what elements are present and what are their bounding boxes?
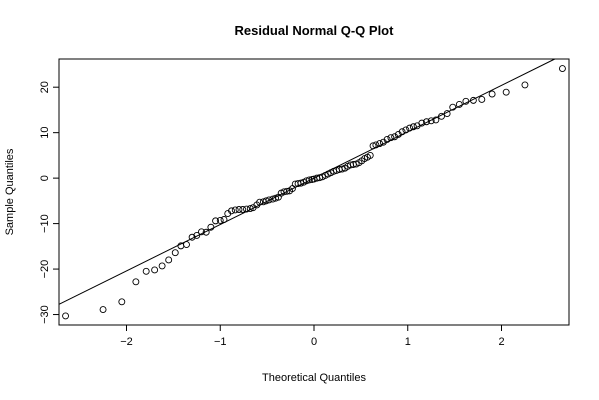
data-point (239, 206, 247, 213)
data-point (398, 128, 406, 136)
data-point (228, 207, 235, 215)
data-point (383, 136, 391, 143)
data-point (62, 312, 70, 320)
y-axis-label: Sample Quantiles (4, 148, 16, 235)
y-axis: −30 −20 −10 0 10 20 (39, 81, 60, 324)
data-point (502, 88, 510, 96)
data-point (443, 110, 451, 118)
data-point (265, 196, 273, 204)
data-point (423, 118, 430, 126)
data-point (246, 205, 254, 213)
data-point (198, 228, 205, 236)
chart-title: Residual Normal Q-Q Plot (235, 23, 395, 38)
data-point (212, 217, 220, 225)
y-tick-label: 10 (39, 127, 51, 139)
data-point (409, 123, 417, 131)
data-point (387, 134, 395, 142)
data-point (132, 278, 140, 286)
data-point (305, 176, 313, 184)
data-point (372, 141, 380, 149)
data-point (171, 249, 179, 257)
x-tick-label: 0 (311, 336, 317, 348)
data-point (243, 205, 250, 213)
x-axis: −2 −1 0 1 2 (120, 324, 505, 348)
data-point (432, 116, 440, 124)
data-point (316, 174, 324, 182)
data-point (220, 216, 228, 223)
x-tick-label: 1 (405, 336, 411, 348)
data-point (193, 231, 201, 239)
data-point (165, 256, 173, 264)
y-tick-label: −20 (39, 260, 51, 279)
data-point (99, 306, 107, 313)
data-point (406, 124, 414, 132)
data-point (455, 101, 463, 108)
data-point (235, 206, 243, 213)
data-point (376, 140, 384, 148)
data-point (488, 90, 496, 98)
data-point (338, 165, 346, 173)
data-point (449, 103, 457, 111)
data-point (202, 228, 210, 236)
data-point (158, 262, 166, 270)
data-point (438, 112, 445, 120)
data-point (469, 96, 477, 104)
data-point (262, 197, 270, 205)
points-layer (62, 65, 566, 320)
x-axis-label: Theoretical Quantiles (262, 372, 366, 384)
data-point (272, 194, 280, 202)
x-tick-label: −2 (120, 336, 133, 348)
data-point (188, 233, 196, 241)
data-point (462, 97, 470, 105)
data-point (231, 206, 239, 214)
data-point (118, 298, 126, 306)
y-tick-label: −10 (39, 214, 51, 233)
data-point (256, 198, 264, 206)
data-point (366, 151, 374, 159)
data-point (216, 216, 224, 224)
data-point (427, 117, 435, 125)
data-point (369, 142, 377, 150)
data-point (297, 179, 305, 187)
data-point (183, 241, 190, 248)
data-point (391, 133, 399, 141)
data-point (207, 223, 215, 231)
x-tick-label: −1 (214, 336, 227, 348)
y-tick-label: −30 (39, 305, 51, 324)
data-point (478, 96, 486, 103)
data-point (283, 187, 291, 195)
data-point (521, 81, 529, 89)
data-point (151, 266, 159, 274)
data-point (558, 65, 566, 72)
x-tick-label: 2 (498, 336, 504, 348)
data-point (402, 126, 410, 134)
y-tick-label: 20 (39, 81, 51, 93)
data-point (142, 267, 150, 275)
y-tick-label: 0 (39, 175, 51, 181)
data-point (418, 119, 426, 127)
